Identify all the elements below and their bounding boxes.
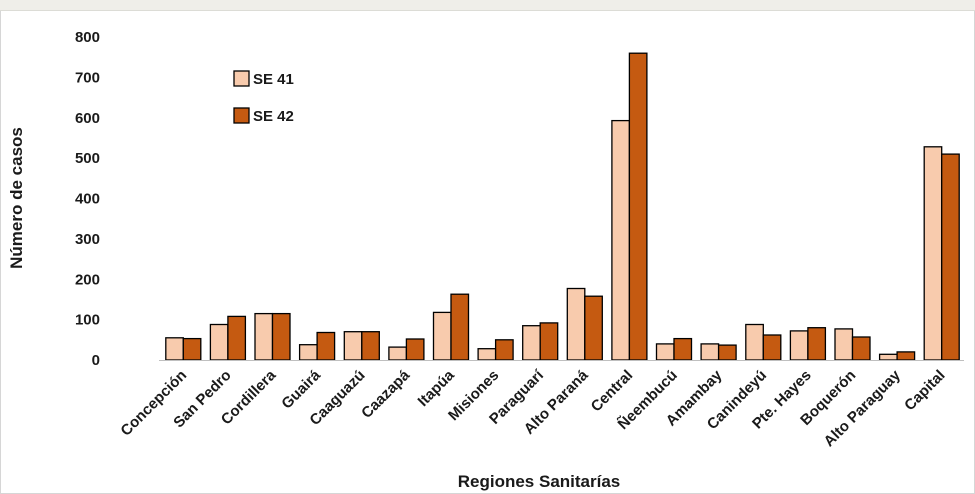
bar-se42-12: [719, 345, 737, 360]
legend-label-se42: SE 42: [253, 108, 294, 125]
y-tick-label: 600: [75, 110, 100, 127]
bar-se42-9: [585, 296, 603, 360]
y-tick-label: 400: [75, 191, 100, 208]
x-tick-label: Caazapá: [358, 366, 414, 422]
legend-swatch-se42: [234, 108, 249, 123]
bar-se42-6: [451, 294, 469, 360]
y-tick-label: 500: [75, 150, 100, 167]
legend: SE 41 SE 42: [234, 71, 294, 125]
bar-se41-11: [657, 344, 675, 360]
bar-se41-13: [746, 325, 764, 361]
bar-se42-15: [853, 337, 871, 360]
y-tick-label: 300: [75, 231, 100, 248]
bar-se41-0: [166, 338, 184, 360]
bar-se41-17: [924, 147, 942, 360]
y-tick-label: 0: [92, 352, 100, 369]
bar-se42-2: [273, 314, 291, 360]
bar-se41-8: [523, 326, 541, 360]
bar-se41-9: [567, 289, 585, 361]
y-tick-label: 800: [75, 29, 100, 46]
y-tick-label: 200: [75, 271, 100, 288]
bar-se42-16: [897, 352, 915, 360]
y-tick-label: 100: [75, 312, 100, 329]
bar-se42-0: [183, 339, 201, 360]
bar-se42-7: [496, 340, 513, 360]
bar-se41-6: [434, 312, 452, 360]
bar-se41-3: [300, 345, 318, 360]
bar-se41-12: [701, 344, 719, 360]
bar-se41-2: [255, 314, 273, 360]
bar-se41-16: [880, 354, 898, 360]
x-tick-label: Itapúa: [415, 366, 459, 410]
bar-se41-1: [210, 325, 228, 361]
legend-label-se41: SE 41: [253, 71, 294, 88]
y-axis-title: Número de casos: [7, 127, 26, 269]
bar-se42-17: [942, 154, 960, 360]
bar-se41-10: [612, 121, 630, 360]
bar-se42-5: [406, 339, 424, 360]
bar-se42-11: [674, 339, 692, 360]
y-tick-label: 700: [75, 69, 100, 86]
bar-se41-5: [389, 347, 407, 360]
x-tick-label: Alto Paraguay: [821, 366, 905, 450]
bar-se42-3: [317, 333, 335, 361]
bar-se42-4: [362, 332, 380, 360]
bar-se42-14: [808, 328, 826, 360]
bar-se41-15: [835, 329, 853, 360]
legend-swatch-se41: [234, 71, 249, 86]
bar-se42-10: [629, 53, 647, 360]
bar-se41-14: [790, 331, 808, 360]
bar-se42-1: [228, 316, 246, 360]
x-axis-title: Regiones Sanitarías: [458, 472, 621, 491]
bar-se41-7: [478, 349, 496, 360]
bar-se42-8: [540, 323, 558, 360]
bar-se41-4: [344, 332, 362, 360]
bar-se42-13: [763, 335, 781, 360]
x-tick-label: Capital: [901, 367, 948, 414]
